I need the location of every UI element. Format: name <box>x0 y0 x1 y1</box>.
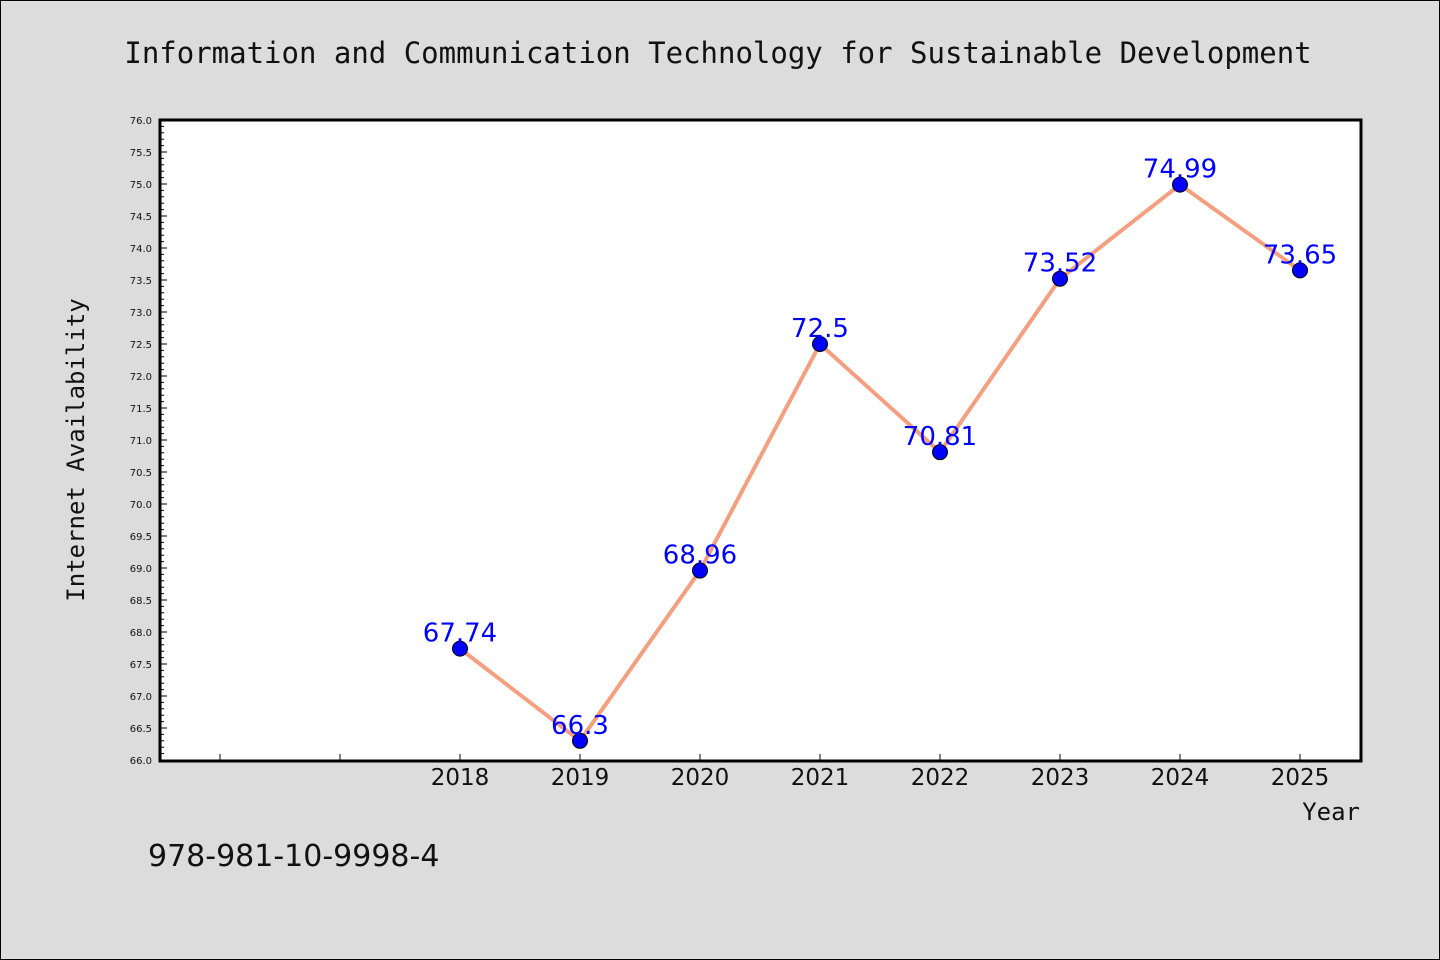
data-point-2024 <box>1172 176 1188 193</box>
y-tick-label: 74.0 <box>130 244 152 255</box>
isbn-text: 978-981-10-9998-4 <box>148 839 439 874</box>
y-tick-label: 76.0 <box>130 116 152 127</box>
y-tick-label: 69.5 <box>130 532 152 543</box>
data-point-2023 <box>1052 270 1068 287</box>
y-tick-label: 71.5 <box>130 404 152 415</box>
data-point-2020 <box>692 562 708 579</box>
y-tick-label: 74.5 <box>130 212 152 223</box>
x-axis-title: Year <box>1302 798 1360 826</box>
y-tick-label: 73.5 <box>130 276 152 287</box>
data-point-2022 <box>932 444 948 461</box>
data-label-2021: 72.5 <box>791 314 849 344</box>
x-axis: 2018 2019 2020 2021 2022 2023 2024 2025 <box>219 754 1330 791</box>
chart-title: Information and Communication Technology… <box>124 36 1311 70</box>
y-tick-label: 70.0 <box>130 500 152 511</box>
plot-area <box>158 118 1363 763</box>
y-tick-label: 67.0 <box>130 692 152 703</box>
data-point-2018 <box>452 640 468 657</box>
x-tick-label: 2019 <box>551 765 610 791</box>
y-tick-label: 75.0 <box>130 180 152 191</box>
data-label-2018: 67.74 <box>423 619 497 649</box>
y-tick-label: 72.0 <box>130 372 152 383</box>
y-tick-label: 66.5 <box>130 724 152 735</box>
y-axis-title: Internet Availability <box>62 298 90 601</box>
y-tick-label: 67.5 <box>130 660 152 671</box>
y-tick-label: 72.5 <box>130 340 152 351</box>
y-tick-label: 75.5 <box>130 148 152 159</box>
data-label-2022: 70.81 <box>903 422 977 452</box>
data-label-2019: 66.3 <box>551 711 609 741</box>
x-tick-label: 2025 <box>1271 765 1330 791</box>
y-tick-label: 71.0 <box>130 436 152 447</box>
y-tick-label: 69.0 <box>130 564 152 575</box>
y-tick-label: 68.5 <box>130 596 152 607</box>
x-tick-label: 2018 <box>431 765 490 791</box>
y-axis: 66.0 66.5 67.0 67.5 68.0 68.5 69.0 69.5 70.0 70.5… <box>130 116 167 767</box>
data-point-2021 <box>812 336 828 352</box>
data-label-2023: 73.52 <box>1023 249 1097 279</box>
data-label-2024: 74.99 <box>1143 155 1217 185</box>
data-labels: 67.74 66.3 68.96 72.5 70.81 73.52 74.99 73.65 <box>423 155 1337 741</box>
x-tick-label: 2022 <box>911 765 970 791</box>
data-point-2025 <box>1292 262 1308 279</box>
x-tick-label: 2023 <box>1031 765 1090 791</box>
data-points <box>452 176 1308 749</box>
x-tick-label: 2021 <box>791 765 850 791</box>
data-point-2019 <box>572 732 588 749</box>
data-label-2020: 68.96 <box>663 541 737 571</box>
y-tick-label: 68.0 <box>130 628 152 639</box>
series-line <box>458 182 1302 743</box>
x-tick-label: 2024 <box>1151 765 1210 791</box>
y-tick-label: 70.5 <box>130 468 152 479</box>
y-tick-label: 73.0 <box>130 308 152 319</box>
x-tick-label: 2020 <box>671 765 730 791</box>
data-label-2025: 73.65 <box>1263 240 1337 270</box>
series-polyline <box>458 182 1302 743</box>
y-tick-label: 66.0 <box>130 756 152 767</box>
